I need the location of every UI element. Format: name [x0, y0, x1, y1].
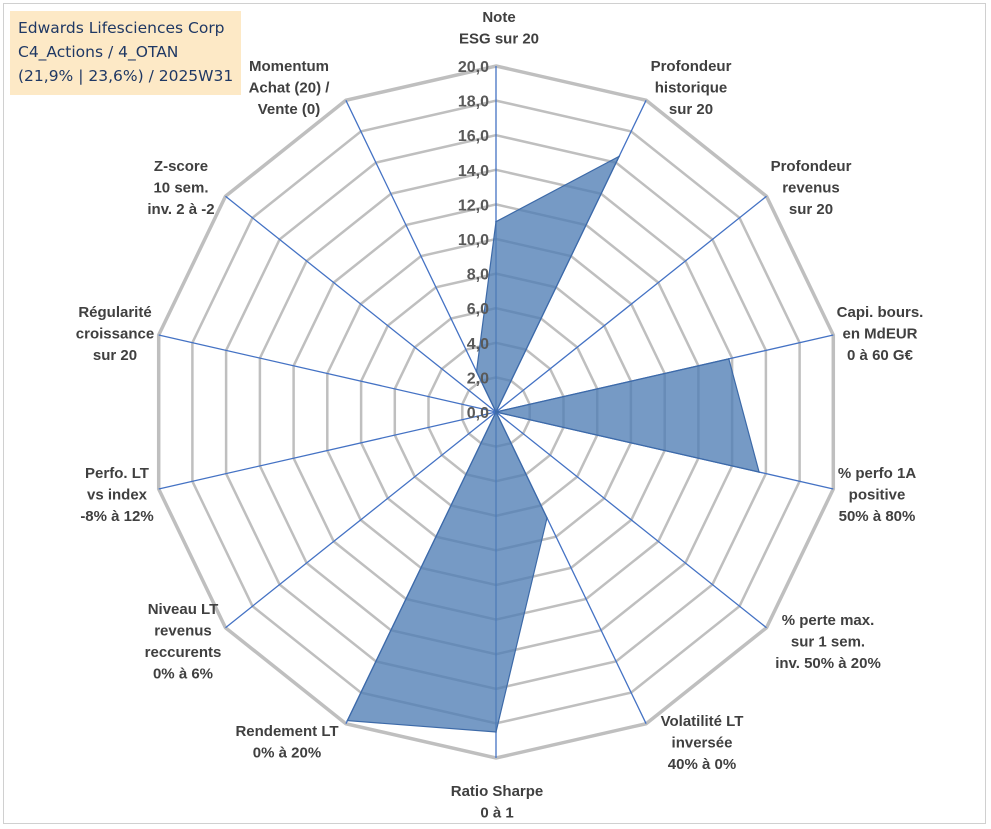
category-label-line: 10 sem. [153, 180, 208, 197]
radar-series [346, 155, 760, 733]
data-point [346, 719, 349, 722]
category-label-line: historique [655, 80, 728, 97]
category-label-line: Profondeur [651, 58, 732, 75]
category-label-line: sur 20 [669, 101, 713, 118]
series-area [346, 155, 760, 733]
category-label: Niveau LT revenus reccurents 0% à 6% [145, 601, 222, 683]
category-label-line: 40% à 0% [668, 756, 736, 773]
category-label-line: 0 à 60 G€ [847, 347, 914, 364]
category-label-line: inversée [672, 735, 733, 752]
category-label-line: 0 à 1 [480, 805, 513, 822]
category-label: Capi. bours. en MdEUR 0 à 60 G€ [837, 304, 924, 364]
category-label-line: revenus [154, 623, 212, 640]
category-label-line: inv. 50% à 20% [775, 655, 881, 672]
category-label: Profondeur revenus sur 20 [771, 158, 852, 218]
category-label-line: revenus [782, 180, 840, 197]
tick-label: 4,0 [467, 336, 489, 353]
data-point [475, 370, 478, 373]
data-point [495, 220, 497, 223]
category-label-line: ESG sur 20 [459, 31, 539, 48]
category-label-line: Régularité [78, 304, 151, 321]
category-label-line: vs index [87, 487, 148, 504]
category-label-line: Volatilité LT [661, 713, 744, 730]
category-label-line: % perte max. [782, 612, 875, 629]
data-point [758, 471, 760, 473]
data-point [618, 155, 620, 158]
tick-label: 18,0 [458, 94, 489, 111]
category-label: Régularité croissance sur 20 [76, 304, 154, 364]
category-label-line: Vente (0) [258, 101, 321, 118]
category-label-line: 50% à 80% [839, 508, 916, 525]
category-label-line: % perfo 1A [838, 465, 917, 482]
category-label-line: Niveau LT [148, 601, 219, 618]
tick-label: 12,0 [458, 197, 489, 214]
category-label: Z-score 10 sem. inv. 2 à -2 [147, 158, 214, 218]
axis-spoke [495, 411, 767, 629]
tick-label: 8,0 [467, 267, 489, 284]
category-label-line: Perfo. LT [85, 465, 149, 482]
category-label-line: Momentum [249, 58, 329, 75]
category-label: % perfo 1A positive 50% à 80% [838, 465, 917, 525]
title-company: Edwards Lifesciences Corp [18, 19, 225, 37]
category-label-line: positive [849, 487, 906, 504]
category-label: Momentum Achat (20) / Vente (0) [249, 58, 331, 118]
axis-spoke [158, 411, 497, 490]
tick-label: 10,0 [458, 232, 489, 249]
category-label-line: 0% à 6% [153, 666, 213, 683]
radial-tick-labels: 0,0 2,0 4,0 6,0 8,0 10,0 12,0 14,0 16,0 18,0 20,0 [458, 59, 489, 422]
category-label-line: Ratio Sharpe [451, 783, 544, 800]
tick-label: 6,0 [467, 301, 489, 318]
axis-spoke [225, 411, 497, 629]
category-label-line: Rendement LT [235, 723, 338, 740]
category-label: Rendement LT 0% à 20% [235, 723, 338, 762]
axis-spoke [158, 334, 497, 413]
category-label-line: -8% à 12% [80, 508, 153, 525]
category-label-line: 0% à 20% [253, 745, 321, 762]
axis-spoke [225, 195, 497, 413]
chart-title-box: Edwards Lifesciences Corp C4_Actions / 4… [10, 11, 241, 95]
category-label: Ratio Sharpe 0 à 1 [451, 783, 544, 822]
category-label-line: inv. 2 à -2 [147, 201, 214, 218]
category-label-line: sur 1 sem. [791, 634, 865, 651]
category-label-line: reccurents [145, 644, 222, 661]
tick-label: 0,0 [467, 405, 489, 422]
category-label-line: Achat (20) / [249, 80, 331, 97]
category-label-line: en MdEUR [843, 326, 918, 343]
title-stats: (21,9% | 23,6%) / 2025W31 [18, 67, 234, 85]
category-label-line: sur 20 [93, 347, 137, 364]
title-category: C4_Actions / 4_OTAN [18, 43, 179, 61]
tick-label: 2,0 [467, 370, 489, 387]
category-label-line: croissance [76, 326, 154, 343]
category-label-line: sur 20 [789, 201, 833, 218]
axis-spoke [345, 100, 497, 413]
category-label: Note ESG sur 20 [459, 9, 539, 48]
category-label-line: Z-score [154, 158, 208, 175]
category-label-line: Note [482, 9, 515, 26]
category-label-line: Profondeur [771, 158, 852, 175]
data-point [546, 517, 548, 519]
tick-label: 16,0 [458, 128, 489, 145]
category-label: Volatilité LT inversée 40% à 0% [661, 713, 744, 773]
axis-spoke [495, 195, 767, 413]
tick-label: 20,0 [458, 59, 489, 76]
data-point [495, 731, 497, 733]
category-label-line: Capi. bours. [837, 304, 924, 321]
category-label: % perte max. sur 1 sem. inv. 50% à 20% [775, 612, 881, 672]
category-label: Perfo. LT vs index -8% à 12% [80, 465, 153, 525]
tick-label: 14,0 [458, 163, 489, 180]
category-label: Profondeur historique sur 20 [651, 58, 732, 118]
data-point [495, 411, 497, 413]
data-point [728, 358, 730, 360]
category-labels: Note ESG sur 20 Profondeur historique sur 20… [76, 9, 924, 822]
